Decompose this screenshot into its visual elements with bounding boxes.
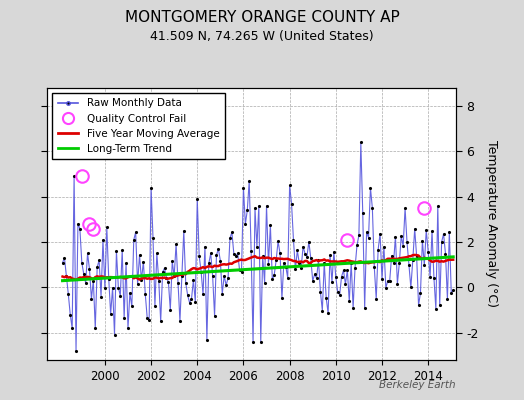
Text: Berkeley Earth: Berkeley Earth	[379, 380, 456, 390]
Y-axis label: Temperature Anomaly (°C): Temperature Anomaly (°C)	[485, 140, 498, 308]
Text: MONTGOMERY ORANGE COUNTY AP: MONTGOMERY ORANGE COUNTY AP	[125, 10, 399, 25]
Text: 41.509 N, 74.265 W (United States): 41.509 N, 74.265 W (United States)	[150, 30, 374, 43]
Legend: Raw Monthly Data, Quality Control Fail, Five Year Moving Average, Long-Term Tren: Raw Monthly Data, Quality Control Fail, …	[52, 93, 225, 159]
